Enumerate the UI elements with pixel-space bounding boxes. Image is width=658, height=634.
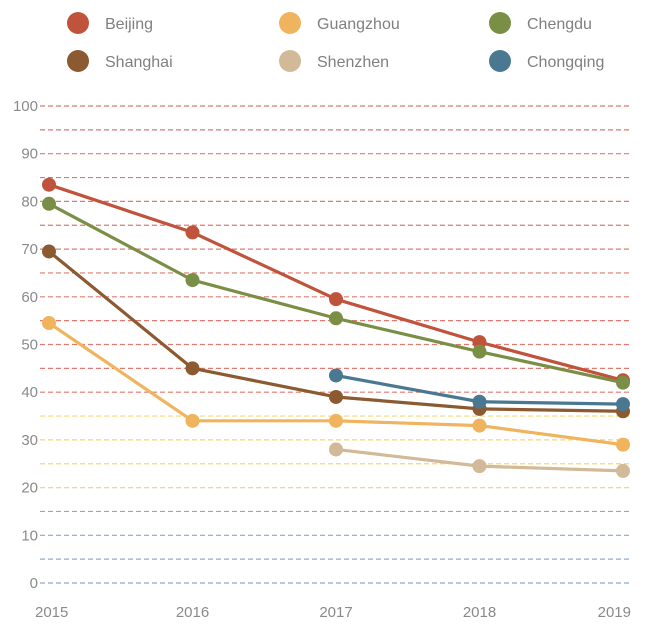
x-tick-label-2015: 2015 [35,604,68,621]
legend-item-shanghai: Shanghai [67,50,173,72]
legend-marker-chengdu [489,12,511,34]
series-shanghai [42,244,630,419]
point-shenzhen-2018 [472,459,487,474]
legend-label-beijing: Beijing [105,16,153,33]
y-tick-label-70: 70 [21,241,38,258]
point-shenzhen-2017 [329,442,343,457]
legend-label-chengdu: Chengdu [527,16,592,33]
y-tick-label-50: 50 [21,337,38,354]
legend-label-shanghai: Shanghai [105,54,173,71]
y-tick-label-10: 10 [21,527,38,544]
point-chengdu-2019 [616,375,630,390]
legend-marker-shenzhen [279,50,301,72]
point-beijing-2017 [329,292,343,307]
point-chongqing-2018 [472,394,487,409]
series-guangzhou [42,316,630,452]
y-tick-label-0: 0 [30,575,38,592]
series-beijing [42,177,630,388]
point-guangzhou-2016 [185,413,200,428]
gridlines [40,105,630,584]
legend-item-beijing: Beijing [67,12,153,34]
y-tick-label-40: 40 [21,384,38,401]
point-shanghai-2017 [329,389,343,404]
line-shanghai [47,249,625,413]
legend-item-chengdu: Chengdu [489,12,592,34]
y-tick-label-20: 20 [21,480,38,497]
series-chongqing [329,368,630,412]
y-tick-label-80: 80 [21,193,38,210]
point-chengdu-2015 [42,196,56,211]
series-shenzhen [329,442,630,478]
point-chongqing-2017 [329,368,343,383]
x-tick-label-2019: 2019 [598,604,631,621]
point-shanghai-2015 [42,244,56,259]
line-beijing [47,183,625,382]
y-axis: 0 10 20 30 40 50 60 70 80 90 100 [13,98,38,592]
y-tick-label-30: 30 [21,432,38,449]
x-tick-label-2016: 2016 [176,604,209,621]
point-guangzhou-2015 [42,316,56,331]
point-beijing-2015 [42,177,56,192]
y-tick-label-100: 100 [13,98,38,115]
legend-label-chongqing: Chongqing [527,54,604,71]
point-beijing-2016 [185,225,200,240]
legend-label-shenzhen: Shenzhen [317,54,389,71]
legend-item-shenzhen: Shenzhen [279,50,389,72]
point-guangzhou-2019 [616,437,630,452]
point-chengdu-2016 [185,273,200,288]
point-chengdu-2017 [329,311,343,326]
x-axis: 2015 2016 2017 2018 2019 [35,604,631,621]
point-chengdu-2018 [472,344,487,359]
series-chengdu [42,196,630,390]
x-tick-label-2017: 2017 [319,604,352,621]
legend-marker-guangzhou [279,12,301,34]
legend-item-guangzhou: Guangzhou [279,12,400,34]
x-tick-label-2018: 2018 [463,604,496,621]
legend-marker-chongqing [489,50,511,72]
series-lines [42,177,630,478]
point-chongqing-2019 [616,397,630,412]
point-shenzhen-2019 [616,463,630,478]
y-tick-label-90: 90 [21,146,38,163]
legend-label-guangzhou: Guangzhou [317,16,400,33]
legend: Beijing Shanghai Guangzhou Shenzhen Chengdu C… [67,12,604,72]
point-guangzhou-2018 [472,418,487,433]
legend-marker-beijing [67,12,89,34]
y-tick-label-60: 60 [21,289,38,306]
legend-item-chongqing: Chongqing [489,50,604,72]
point-shanghai-2016 [185,361,200,376]
legend-marker-shanghai [67,50,89,72]
point-guangzhou-2017 [329,413,343,428]
